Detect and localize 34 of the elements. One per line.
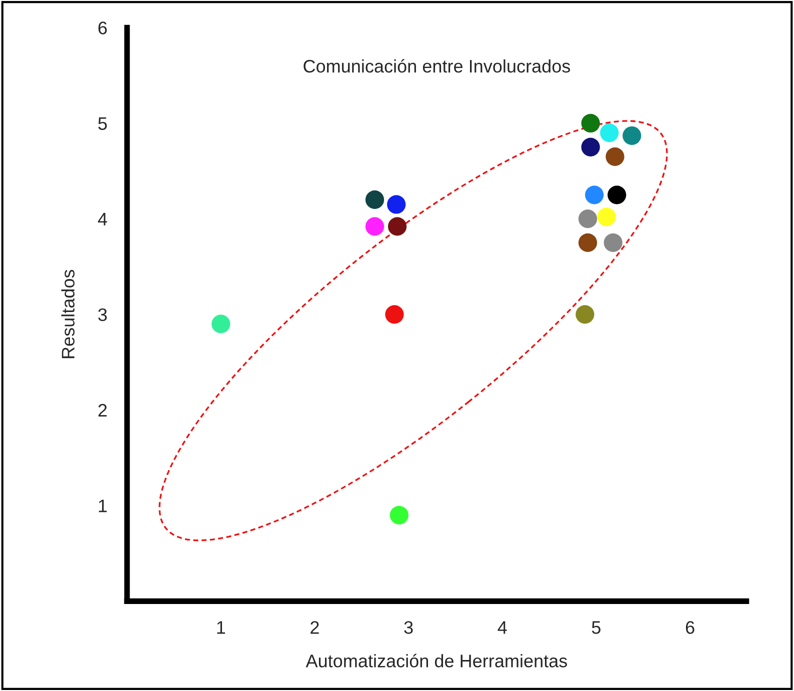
- point: [597, 208, 616, 226]
- point: [578, 210, 598, 228]
- x-tick-label: 5: [592, 621, 600, 634]
- x-axis-title: Automatización de Herramientas: [306, 654, 568, 668]
- point: [622, 126, 642, 145]
- point: [604, 233, 622, 252]
- y-tick-label: 1: [98, 500, 107, 512]
- point: [581, 114, 600, 133]
- x-tick-label: 2: [310, 621, 319, 634]
- y-tick-label: 5: [98, 117, 107, 130]
- point: [585, 186, 604, 204]
- point: [365, 190, 384, 210]
- point: [388, 217, 407, 236]
- annotation: Comunicación entre Involucrados: [304, 59, 570, 73]
- point: [608, 186, 626, 204]
- x-tick-label: 3: [404, 621, 413, 634]
- point: [600, 123, 619, 142]
- point: [390, 506, 408, 524]
- x-tick-label: 4: [498, 621, 507, 634]
- y-tick-label: 4: [98, 212, 108, 226]
- point: [576, 305, 594, 324]
- point: [578, 233, 598, 252]
- point: [365, 217, 384, 236]
- y-tick-label: 6: [98, 22, 107, 34]
- y-axis-title: Resultados: [61, 270, 75, 358]
- point: [212, 314, 230, 334]
- point: [606, 147, 624, 166]
- point: [387, 195, 406, 214]
- y-tick-label: 3: [98, 308, 107, 322]
- y-tick-label: 2: [98, 404, 107, 417]
- point: [385, 305, 404, 324]
- x-tick-label: 6: [686, 621, 694, 634]
- point: [581, 138, 600, 156]
- x-tick-label: 1: [217, 621, 226, 634]
